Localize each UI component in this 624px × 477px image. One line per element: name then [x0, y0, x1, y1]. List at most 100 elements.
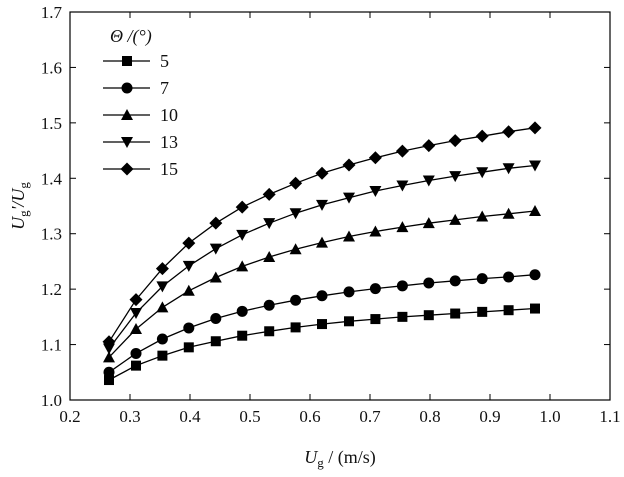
data-point-10 — [502, 207, 515, 219]
legend: Θ /(°) 5 7 10 13 15 — [103, 26, 178, 179]
series-line-10 — [108, 210, 536, 358]
y-tick-label: 1.2 — [41, 280, 62, 299]
data-point-7 — [369, 283, 381, 295]
data-point-5 — [503, 305, 514, 316]
legend-marker-13 — [121, 137, 133, 148]
data-point-13 — [449, 171, 462, 183]
legend-items: 5 7 10 13 15 — [103, 51, 178, 179]
data-point-7 — [210, 313, 222, 325]
data-point-7 — [316, 290, 328, 302]
data-point-15 — [528, 121, 542, 135]
x-tick-label: 0.5 — [239, 407, 260, 426]
data-point-5 — [104, 375, 114, 386]
x-tick-label: 1.0 — [539, 407, 560, 426]
data-point-13 — [263, 218, 276, 230]
data-point-7 — [130, 347, 142, 359]
data-point-5 — [157, 350, 168, 361]
legend-label-5: 5 — [160, 51, 169, 71]
data-point-10 — [263, 250, 276, 262]
x-axis-title-sub: g — [317, 455, 324, 470]
data-point-13 — [369, 186, 382, 198]
legend-label-13: 13 — [160, 132, 178, 152]
data-point-13 — [476, 167, 489, 179]
data-point-15 — [368, 151, 382, 165]
data-point-7 — [396, 280, 408, 292]
legend-marker-15 — [120, 162, 134, 176]
data-point-5 — [530, 303, 540, 314]
legend-label-10: 10 — [160, 105, 178, 125]
data-point-15 — [182, 236, 196, 250]
data-point-10 — [343, 230, 355, 242]
axis-ticks: 0.2 0.3 0.4 0.5 0.6 0.7 0.8 0.9 1.0 1.1 1.0 1.1 1.2 1… — [41, 3, 621, 426]
data-point-13 — [529, 160, 541, 172]
x-tick-label: 0.4 — [179, 407, 201, 426]
data-point-7 — [156, 333, 168, 345]
plot-frame — [69, 11, 611, 401]
y-axis-title-sub1: g — [16, 210, 31, 217]
data-point-7 — [263, 299, 275, 311]
data-point-5 — [370, 314, 381, 325]
x-axis-title-main: U — [304, 447, 318, 467]
x-axis-title-rest: / (m/s) — [324, 447, 376, 468]
data-point-5 — [450, 308, 461, 319]
data-point-5 — [264, 326, 275, 337]
data-point-13 — [422, 175, 435, 187]
y-tick-label: 1.0 — [41, 391, 62, 410]
data-point-15 — [422, 139, 436, 153]
data-point-15 — [448, 134, 462, 148]
data-point-15 — [262, 187, 276, 201]
data-point-10 — [103, 351, 115, 363]
data-point-13 — [130, 307, 142, 319]
data-point-5 — [210, 336, 221, 347]
data-point-15 — [289, 176, 303, 190]
x-tick-label: 1.1 — [599, 407, 620, 426]
data-point-5 — [237, 330, 248, 341]
data-point-15 — [209, 216, 223, 230]
x-tick-label: 0.8 — [419, 407, 440, 426]
y-axis-title: Ug'/Ug — [8, 182, 31, 230]
y-tick-label: 1.6 — [41, 58, 62, 77]
legend-marker-7 — [121, 82, 133, 94]
data-point-5 — [423, 310, 434, 321]
data-point-7 — [343, 286, 355, 298]
data-point-15 — [502, 125, 516, 139]
data-point-7 — [529, 269, 541, 281]
data-point-7 — [476, 273, 488, 285]
x-axis-title: Ug / (m/s) — [304, 447, 376, 470]
legend-marker-10 — [121, 109, 133, 120]
data-point-7 — [503, 271, 515, 283]
y-axis-title-main: U — [8, 216, 28, 230]
data-point-13 — [343, 192, 355, 204]
data-point-10 — [236, 260, 249, 272]
data-point-5 — [477, 306, 488, 317]
y-tick-label: 1.3 — [41, 225, 62, 244]
data-point-5 — [317, 319, 327, 330]
y-axis-title-mid: '/U — [8, 188, 28, 211]
data-point-13 — [236, 229, 249, 241]
data-point-10 — [529, 204, 541, 216]
x-tick-label: 0.9 — [479, 407, 500, 426]
x-tick-label: 0.7 — [359, 407, 381, 426]
data-point-15 — [395, 144, 409, 158]
data-point-13 — [156, 281, 169, 293]
data-point-10 — [396, 221, 409, 233]
data-point-7 — [103, 366, 115, 378]
data-point-5 — [183, 342, 194, 353]
data-point-10 — [449, 213, 462, 225]
data-point-10 — [209, 271, 222, 283]
legend-title: Θ /(°) — [110, 26, 152, 47]
y-axis-title-sub2: g — [16, 182, 31, 189]
y-tick-label: 1.5 — [41, 114, 62, 133]
data-point-13 — [316, 199, 328, 211]
series-markers — [102, 121, 542, 386]
data-point-13 — [502, 163, 515, 175]
y-tick-label: 1.7 — [41, 3, 63, 22]
data-point-15 — [155, 262, 169, 276]
data-point-7 — [290, 294, 302, 306]
data-point-7 — [423, 277, 435, 289]
data-point-7 — [449, 275, 461, 287]
data-point-15 — [475, 129, 489, 143]
data-point-13 — [182, 260, 195, 272]
data-point-15 — [235, 200, 249, 214]
